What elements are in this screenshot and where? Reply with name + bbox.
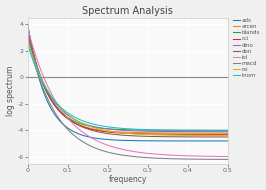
dino	[26, 31, 29, 33]
blands	[99, 127, 102, 129]
dino	[157, 130, 160, 133]
Line: macd: macd	[28, 38, 228, 159]
tnom	[226, 129, 229, 131]
macd	[157, 157, 160, 159]
dino	[155, 130, 158, 133]
ads	[84, 135, 87, 137]
dino	[226, 131, 229, 133]
rsi	[155, 134, 158, 136]
cci	[192, 133, 195, 135]
arcen	[192, 132, 195, 134]
arcen	[84, 126, 87, 128]
macd	[76, 137, 79, 139]
blands	[155, 129, 158, 131]
tnom	[157, 129, 160, 131]
don	[157, 135, 160, 138]
arcen	[226, 132, 229, 134]
rsi	[157, 134, 160, 136]
cci	[155, 133, 158, 135]
arcen	[76, 123, 79, 125]
macd	[26, 36, 29, 39]
Line: dino: dino	[28, 32, 228, 132]
iol	[76, 127, 79, 129]
don	[84, 127, 87, 129]
blands	[84, 124, 87, 127]
arcen	[99, 129, 102, 131]
cci	[26, 28, 29, 31]
dino	[84, 123, 87, 125]
Line: don: don	[28, 35, 228, 137]
ads	[192, 140, 195, 142]
Line: tnom: tnom	[28, 44, 228, 130]
iol	[157, 153, 160, 155]
blands	[157, 129, 160, 131]
rsi	[76, 120, 79, 122]
Line: arcen: arcen	[28, 27, 228, 133]
blands	[76, 121, 79, 124]
ads	[99, 138, 102, 140]
iol	[84, 133, 87, 135]
don	[155, 135, 158, 138]
rsi	[99, 128, 102, 131]
tnom	[26, 43, 29, 45]
Line: ads: ads	[28, 24, 228, 141]
don	[226, 136, 229, 138]
Title: Spectrum Analysis: Spectrum Analysis	[82, 6, 173, 16]
dino	[99, 127, 102, 129]
macd	[155, 157, 158, 159]
tnom	[155, 129, 158, 131]
blands	[26, 25, 29, 27]
don	[99, 131, 102, 133]
rsi	[26, 39, 29, 41]
Legend: ads, arcen, blands, cci, dino, don, iol, macd, rsi, tnom: ads, arcen, blands, cci, dino, don, iol,…	[232, 18, 260, 79]
Line: cci: cci	[28, 30, 228, 134]
macd	[192, 158, 195, 160]
cci	[99, 130, 102, 132]
tnom	[99, 124, 102, 127]
cci	[157, 133, 160, 135]
macd	[99, 149, 102, 151]
don	[26, 34, 29, 36]
macd	[84, 142, 87, 145]
iol	[226, 155, 229, 158]
dino	[76, 120, 79, 122]
don	[76, 123, 79, 126]
cci	[84, 127, 87, 129]
don	[192, 136, 195, 138]
arcen	[157, 132, 160, 134]
blands	[192, 129, 195, 131]
iol	[192, 155, 195, 157]
dino	[192, 131, 195, 133]
iol	[26, 27, 29, 29]
ads	[157, 140, 160, 142]
Y-axis label: log spectrum: log spectrum	[6, 65, 15, 116]
tnom	[84, 121, 87, 123]
ads	[26, 23, 29, 25]
ads	[226, 140, 229, 142]
cci	[226, 133, 229, 135]
arcen	[26, 26, 29, 28]
Line: iol: iol	[28, 28, 228, 157]
ads	[155, 140, 158, 142]
blands	[226, 129, 229, 131]
Line: blands: blands	[28, 26, 228, 130]
tnom	[192, 129, 195, 131]
iol	[155, 153, 158, 155]
ads	[76, 132, 79, 134]
X-axis label: frequency: frequency	[109, 175, 147, 184]
rsi	[192, 134, 195, 137]
rsi	[84, 124, 87, 126]
rsi	[226, 135, 229, 137]
cci	[76, 123, 79, 125]
Line: rsi: rsi	[28, 40, 228, 136]
arcen	[155, 132, 158, 134]
tnom	[76, 117, 79, 120]
iol	[99, 141, 102, 143]
macd	[226, 158, 229, 161]
